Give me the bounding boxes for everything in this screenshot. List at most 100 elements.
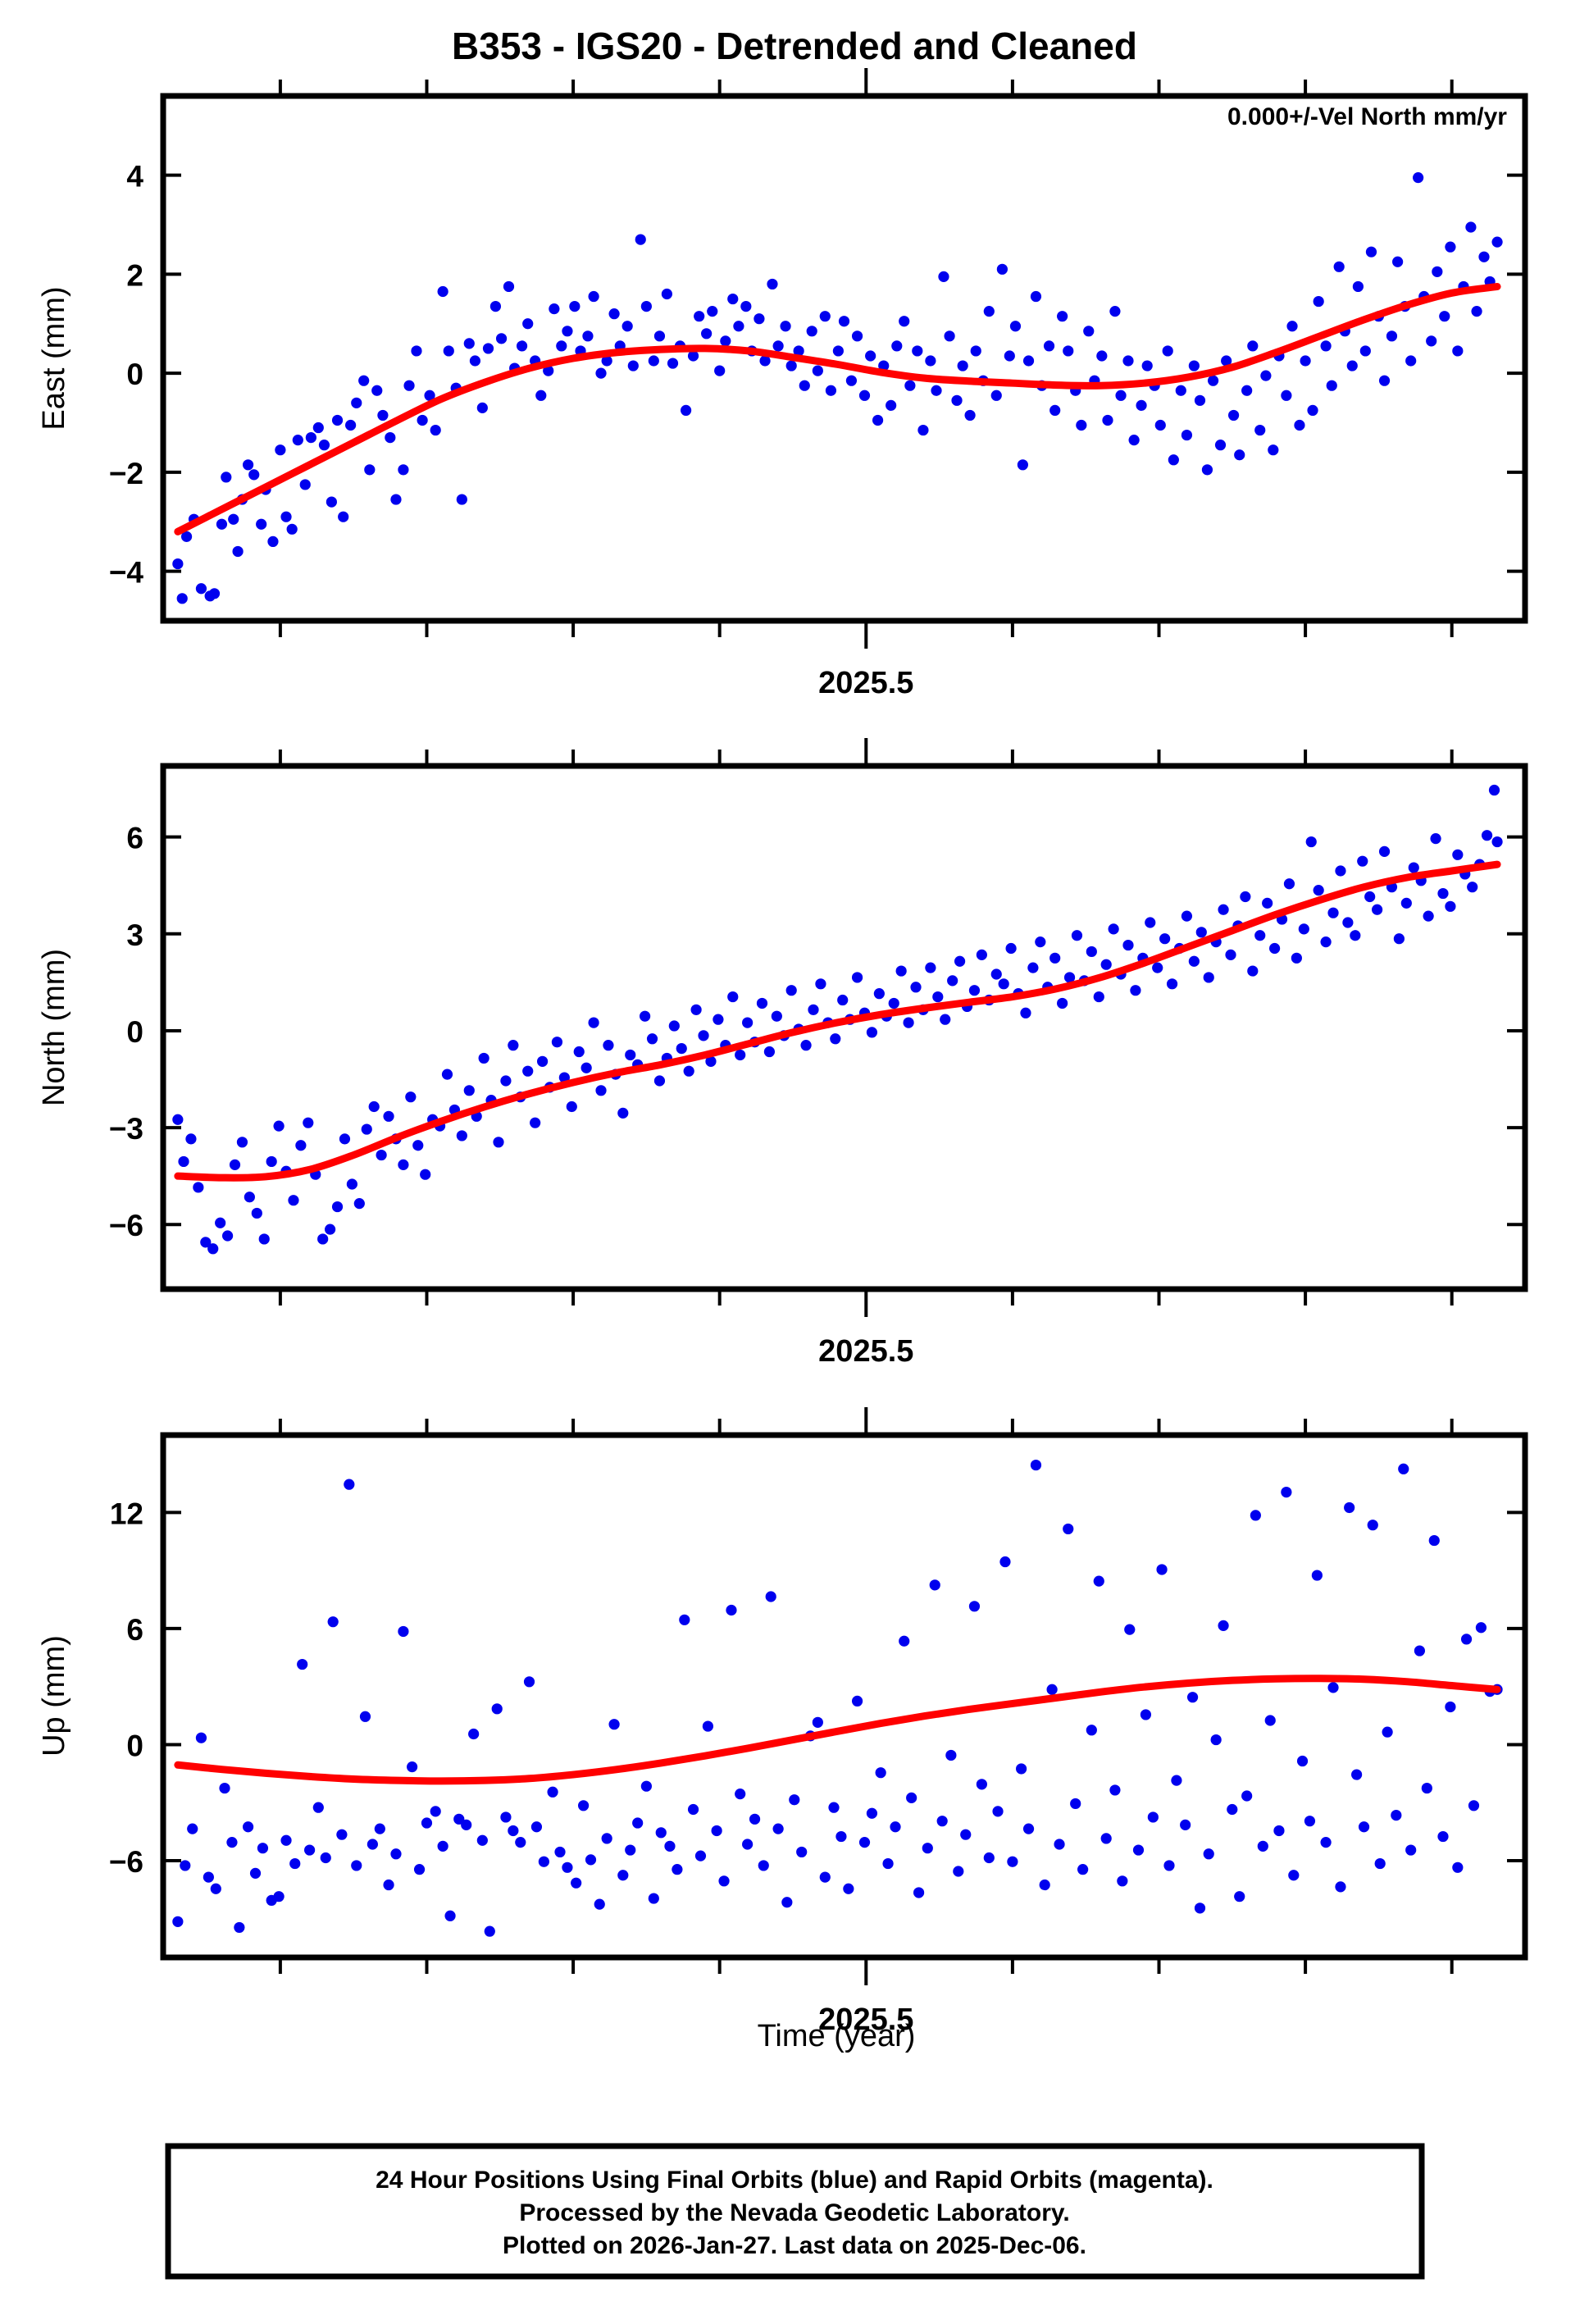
north-data-point (1491, 836, 1503, 848)
up-data-point (922, 1843, 933, 1854)
east-data-point (1181, 429, 1193, 441)
north-data-point (932, 991, 944, 1003)
up-data-point (312, 1802, 324, 1813)
up-data-point (180, 1860, 191, 1871)
east-data-point (1386, 330, 1398, 342)
up-data-point (383, 1879, 394, 1891)
east-y-tick-label: 2 (126, 258, 143, 292)
north-data-point (683, 1065, 694, 1077)
east-data-point (1109, 306, 1121, 317)
east-data-point (385, 432, 396, 444)
up-data-point (1468, 1800, 1480, 1811)
east-data-point (1004, 350, 1015, 362)
east-data-point (964, 409, 976, 422)
east-data-point (799, 380, 810, 391)
up-data-point (461, 1819, 472, 1830)
up-data-point (195, 1732, 207, 1743)
east-data-point (819, 311, 831, 322)
up-data-point (601, 1833, 612, 1844)
east-data-point (1043, 340, 1055, 352)
north-data-point (441, 1069, 453, 1080)
north-data-point (193, 1182, 204, 1193)
up-data-point (1241, 1790, 1253, 1802)
panel-up: −6 0 6 12 2025.5 Up (mm) Time (year) (37, 1407, 1528, 2053)
north-data-point (500, 1075, 512, 1087)
east-data-point (1452, 345, 1464, 357)
up-data-point (554, 1846, 566, 1858)
east-data-point (899, 316, 910, 327)
east-data-point (1333, 261, 1345, 272)
east-data-point (556, 340, 567, 352)
east-data-point (627, 360, 639, 371)
north-data-point (1100, 959, 1112, 970)
up-data-point (304, 1844, 316, 1856)
up-data-point (1218, 1620, 1229, 1631)
north-data-point (1122, 939, 1134, 951)
north-data-point (288, 1195, 299, 1206)
east-data-point (825, 385, 837, 396)
north-data-point (888, 997, 899, 1009)
up-data-point (1124, 1624, 1136, 1635)
north-data-point (830, 1033, 841, 1045)
east-data-point (1326, 380, 1337, 391)
north-data-point (1393, 933, 1405, 945)
north-data-point (376, 1149, 387, 1161)
east-data-point (411, 345, 422, 357)
north-data-point (1364, 891, 1376, 903)
east-data-point (364, 464, 376, 476)
up-tick-marks (163, 1407, 1525, 1985)
north-data-point (742, 1017, 754, 1028)
up-data-point (1358, 1821, 1370, 1833)
up-data-point (796, 1846, 808, 1858)
east-y-tick-label: 0 (126, 358, 143, 391)
up-data-point (1374, 1857, 1386, 1870)
up-data-point (617, 1870, 629, 1881)
east-data-point (256, 518, 267, 530)
east-data-point (1188, 360, 1200, 371)
up-data-point (257, 1843, 269, 1854)
up-data-point (594, 1898, 605, 1910)
north-data-point (603, 1040, 614, 1051)
north-data-point (353, 1198, 365, 1210)
up-data-point (468, 1728, 480, 1740)
up-data-point (219, 1782, 230, 1794)
north-data-point (1027, 962, 1039, 973)
north-data-point (1408, 862, 1419, 873)
up-data-point (913, 1887, 925, 1898)
up-data-point (1093, 1575, 1104, 1587)
up-y-tick-labels: −6 0 6 12 (109, 1497, 143, 1879)
up-data-point (758, 1860, 769, 1871)
north-data-point (1159, 933, 1171, 945)
north-data-point (1247, 965, 1259, 977)
east-data-point (667, 358, 679, 369)
up-data-point (508, 1825, 519, 1837)
east-data-point (463, 338, 475, 349)
up-data-point (562, 1861, 573, 1873)
north-data-point (990, 968, 1002, 980)
east-data-point (267, 535, 279, 547)
up-x-tick-label: 2025.5 (818, 2003, 913, 2037)
up-data-point (765, 1591, 776, 1602)
up-data-point (280, 1834, 292, 1846)
east-data-point (535, 390, 547, 401)
up-data-point (789, 1794, 800, 1806)
up-data-point (374, 1823, 385, 1834)
east-data-point (1491, 236, 1503, 248)
north-y-tick-label: 3 (126, 918, 143, 952)
east-data-point (595, 367, 607, 379)
panel-north: −6 −3 0 3 6 2025.5 North (mm) (37, 738, 1528, 1369)
north-data-point (331, 1201, 344, 1213)
east-data-point (1154, 419, 1166, 431)
east-data-point (345, 419, 357, 431)
north-data-point (735, 1049, 746, 1061)
up-data-point (608, 1719, 620, 1730)
east-y-tick-label: −4 (109, 556, 144, 590)
up-data-point (585, 1854, 597, 1866)
north-data-point (1035, 936, 1046, 948)
north-data-point (266, 1155, 277, 1168)
north-y-tick-label: −3 (109, 1112, 143, 1146)
east-data-point (1465, 221, 1477, 233)
east-data-point (886, 399, 897, 411)
north-data-point (1320, 936, 1332, 948)
